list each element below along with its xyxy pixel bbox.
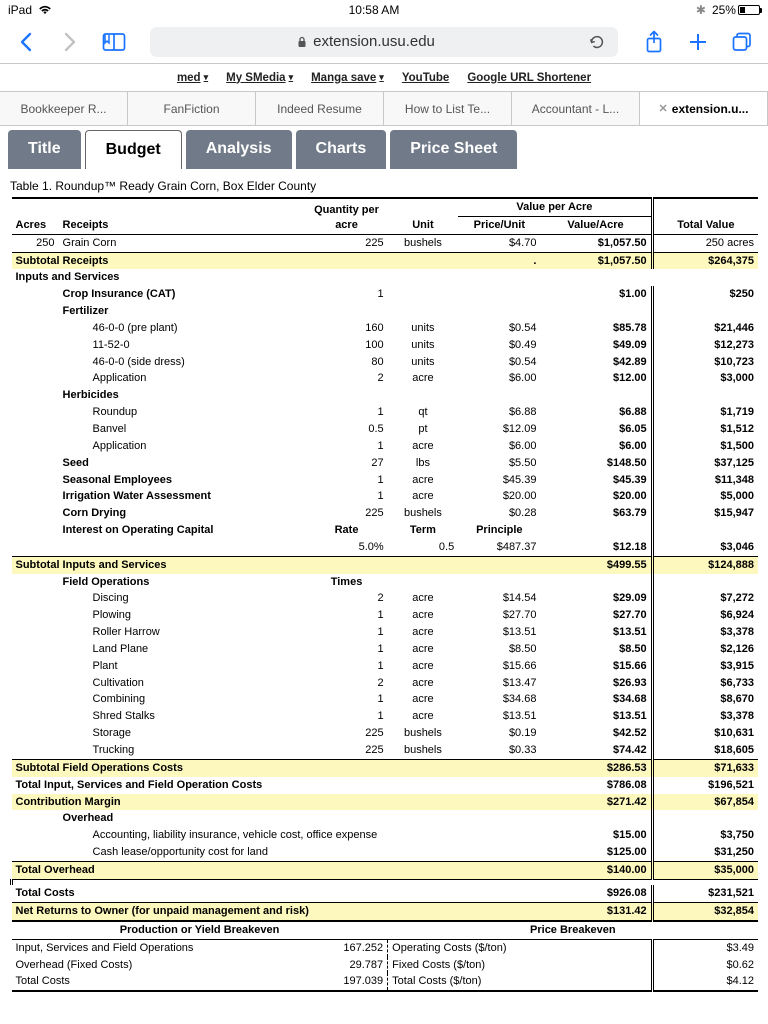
hdr-acres: Acres (12, 216, 59, 234)
close-tab-icon[interactable]: ✕ (659, 102, 668, 115)
hdr-tv: Total Value (652, 198, 758, 234)
sheet-tabs: Title Budget Analysis Charts Price Sheet (0, 126, 768, 169)
forward-button[interactable] (56, 28, 84, 56)
bm-manga[interactable]: Manga save▾ (311, 72, 384, 84)
reload-icon[interactable] (588, 33, 606, 51)
hdr-va: Value/Acre (540, 216, 652, 234)
battery-icon (738, 5, 760, 15)
tab-analysis[interactable]: Analysis (186, 130, 292, 169)
tab-0[interactable]: Bookkeeper R... (0, 92, 128, 125)
new-tab-button[interactable] (684, 28, 712, 56)
tabs-button[interactable] (728, 28, 756, 56)
tab-2[interactable]: Indeed Resume (256, 92, 384, 125)
url-bar[interactable]: extension.usu.edu (150, 27, 618, 57)
status-bar: iPad 10:58 AM ✱ 25% (0, 0, 768, 20)
table-caption: Table 1. Roundup™ Ready Grain Corn, Box … (0, 169, 768, 197)
tab-charts[interactable]: Charts (296, 130, 387, 169)
hdr-unit: Unit (388, 198, 459, 234)
back-button[interactable] (12, 28, 40, 56)
tab-1[interactable]: FanFiction (128, 92, 256, 125)
tab-3[interactable]: How to List Te... (384, 92, 512, 125)
bm-med[interactable]: med▾ (177, 72, 208, 84)
url-host: extension.usu.edu (313, 33, 435, 50)
share-button[interactable] (640, 28, 668, 56)
tab-budget[interactable]: Budget (85, 130, 182, 169)
budget-table: Quantity per acre Unit Value per Acre To… (10, 197, 758, 992)
bookmarks-bar: med▾ My SMedia▾ Manga save▾ YouTube Goog… (0, 64, 768, 92)
hdr-vpa: Value per Acre (458, 198, 652, 216)
device-label: iPad (8, 3, 32, 17)
browser-tabs: Bookkeeper R... FanFiction Indeed Resume… (0, 92, 768, 126)
browser-toolbar: extension.usu.edu (0, 20, 768, 64)
clock: 10:58 AM (349, 3, 400, 17)
tab-4[interactable]: Accountant - L... (512, 92, 640, 125)
page-content: Title Budget Analysis Charts Price Sheet… (0, 126, 768, 1002)
bookmarks-button[interactable] (100, 28, 128, 56)
tab-title[interactable]: Title (8, 130, 81, 169)
hdr-receipts: Receipts (59, 216, 306, 234)
bluetooth-icon: ✱ (696, 3, 706, 17)
bm-youtube[interactable]: YouTube (402, 72, 449, 84)
battery-percent: 25% (712, 3, 736, 17)
tab-pricesheet[interactable]: Price Sheet (390, 130, 517, 169)
bm-smedia[interactable]: My SMedia▾ (226, 72, 293, 84)
tab-5-active[interactable]: ✕extension.u... (640, 92, 768, 125)
hdr-pu: Price/Unit (458, 216, 540, 234)
lock-icon (297, 36, 307, 48)
hdr-qty: Quantity per acre (305, 198, 387, 234)
bm-url-shortener[interactable]: Google URL Shortener (467, 72, 591, 84)
wifi-icon (38, 5, 52, 15)
